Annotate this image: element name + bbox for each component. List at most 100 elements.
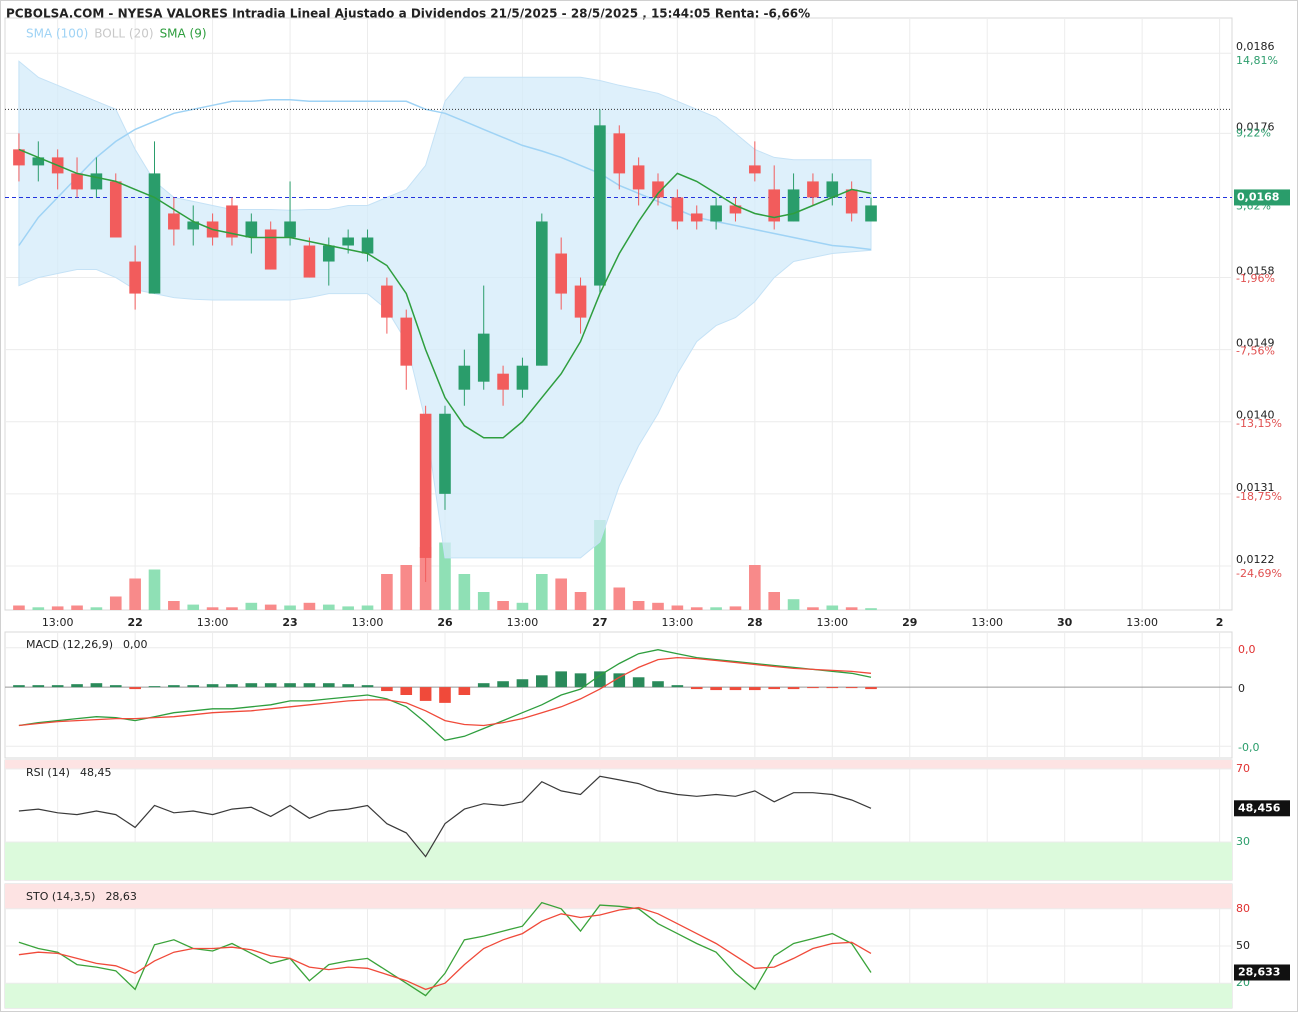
histogram-bar xyxy=(652,681,664,688)
last-price-label: 0,0168 xyxy=(1237,190,1279,203)
chart-title: PCBOLSA.COM - NYESA VALORES Intradia Lin… xyxy=(6,7,810,21)
candle-body xyxy=(555,253,567,294)
volume-bar xyxy=(342,606,354,610)
volume-bar xyxy=(361,605,374,610)
volume-bar xyxy=(690,607,703,610)
candle-body xyxy=(594,125,606,286)
y-tick-label: 0 xyxy=(1238,682,1245,695)
candle-body xyxy=(90,173,103,190)
histogram-bar xyxy=(516,679,529,688)
volume-bar xyxy=(303,602,316,610)
volume-bar xyxy=(768,592,781,610)
volume-bar xyxy=(322,604,335,610)
histogram-bar xyxy=(477,683,490,688)
legend-entry: SMA (100) xyxy=(26,27,88,41)
candle-body xyxy=(458,365,471,390)
candle-body xyxy=(361,237,374,254)
y-tick-label: 0,0 xyxy=(1238,643,1256,656)
y2-tick-label: -13,15% xyxy=(1236,417,1282,430)
last-value-box xyxy=(1234,800,1290,817)
x-tick-label: 13:00 xyxy=(352,616,384,629)
histogram-bar xyxy=(71,684,83,688)
oversold-band xyxy=(5,842,1232,880)
volume-bar xyxy=(652,602,664,610)
macd-line xyxy=(18,649,872,742)
volume-bar xyxy=(206,607,219,610)
histogram-bar xyxy=(768,687,781,690)
candle-body xyxy=(632,165,645,190)
histogram-bar xyxy=(303,683,316,688)
histogram-bar xyxy=(690,687,703,690)
volume-bar xyxy=(109,596,122,610)
panel-title: STO (14,3,5) xyxy=(26,890,95,903)
histogram-bar xyxy=(845,687,858,689)
volume-bar xyxy=(574,592,587,610)
candle-body xyxy=(187,221,200,230)
volume-bar xyxy=(245,602,258,610)
sma-line xyxy=(18,98,872,251)
volume-bar xyxy=(187,604,200,610)
histogram-bar xyxy=(284,683,296,688)
x-tick-label: 13:00 xyxy=(42,616,74,629)
candle-body xyxy=(226,205,238,238)
candle-body xyxy=(71,173,83,190)
candle-body xyxy=(613,133,626,174)
y-tick-label: 80 xyxy=(1236,902,1250,915)
oversold-band xyxy=(5,983,1232,1008)
candle-body xyxy=(671,197,684,222)
volume-bar xyxy=(71,605,83,610)
volume-bar xyxy=(613,587,626,610)
histogram-bar xyxy=(129,687,141,690)
candle-body xyxy=(865,205,877,222)
y-tick-label: 0,0122 xyxy=(1236,553,1275,566)
y-tick-label: 0,0149 xyxy=(1236,337,1275,350)
candle-body xyxy=(536,221,548,366)
histogram-bar xyxy=(574,673,587,688)
histogram-bar xyxy=(264,683,277,688)
volume-bar xyxy=(807,607,819,610)
y-tick-label: 50 xyxy=(1236,939,1250,952)
volume-bar xyxy=(497,601,509,610)
candle-body xyxy=(807,181,819,198)
histogram-bar xyxy=(109,685,122,688)
candle-body xyxy=(845,189,858,214)
candle-body xyxy=(477,333,490,382)
histogram-bar xyxy=(536,675,548,688)
candle-body xyxy=(245,221,258,238)
candle-body xyxy=(322,245,335,262)
histogram-bar xyxy=(807,687,819,689)
histogram-bar xyxy=(381,687,393,692)
y2-tick-label: -7,56% xyxy=(1236,345,1275,358)
panel-value: 48,45 xyxy=(80,766,112,779)
volume-bar xyxy=(536,574,548,610)
last-value-box xyxy=(1234,964,1290,981)
histogram-bar xyxy=(361,685,374,688)
last-value-label: 28,633 xyxy=(1238,965,1280,978)
candle-body xyxy=(168,213,180,230)
volume-bar xyxy=(129,578,141,610)
candle-body xyxy=(32,157,45,166)
candle-body xyxy=(497,373,509,390)
x-tick-label: 27 xyxy=(592,616,607,629)
overbought-band xyxy=(5,884,1232,909)
candle-body xyxy=(129,261,141,294)
histogram-bar xyxy=(729,687,742,691)
volume-bar xyxy=(729,606,742,610)
candle-body xyxy=(826,181,839,198)
x-tick-label: 13:00 xyxy=(816,616,848,629)
histogram-bar xyxy=(555,671,567,688)
histogram-bar xyxy=(594,671,606,688)
candle-body xyxy=(148,173,161,294)
panel xyxy=(4,631,1233,759)
volume-bar xyxy=(400,565,413,610)
candle-body xyxy=(749,165,761,174)
candle-body xyxy=(574,285,587,318)
histogram-bar xyxy=(322,683,335,688)
signal-line xyxy=(18,656,872,727)
sma-line xyxy=(18,148,872,439)
candle-body xyxy=(13,149,25,166)
histogram-bar xyxy=(632,677,645,688)
histogram-bar xyxy=(613,673,626,688)
y2-tick-label: -24,69% xyxy=(1236,567,1282,580)
volume-bar xyxy=(284,605,296,610)
